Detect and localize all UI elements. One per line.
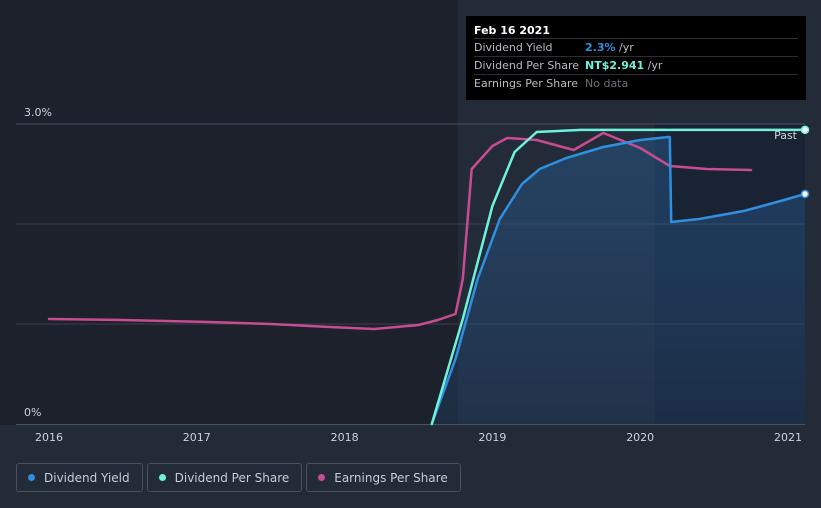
tooltip-value-number: NT$2.941 xyxy=(585,59,645,72)
x-tick-label: 2019 xyxy=(478,431,506,444)
tooltip-value: NT$2.941 /yr xyxy=(585,57,662,74)
tooltip-value-number: 2.3% xyxy=(585,41,616,54)
tooltip-value-text: No data xyxy=(585,77,629,90)
end-marker-dividend-yield xyxy=(800,189,810,199)
x-tick-label: 2016 xyxy=(35,431,63,444)
series-line-dividend-yield xyxy=(430,135,807,426)
series-line-dividend-per-share xyxy=(430,128,807,426)
tooltip-value: No data xyxy=(585,75,628,92)
y-axis-labels: 3.0% 0% xyxy=(24,106,52,419)
tooltip-row-dividend-per-share: Dividend Per Share NT$2.941 /yr xyxy=(474,56,798,74)
legend-item-dividend-per-share[interactable]: Dividend Per Share xyxy=(146,463,303,492)
tooltip: Feb 16 2021 Dividend Yield 2.3% /yr Divi… xyxy=(466,16,806,100)
dividend-yield-area-fill xyxy=(431,137,805,424)
legend-item-dividend-yield[interactable]: Dividend Yield xyxy=(16,463,143,492)
legend-label: Dividend Per Share xyxy=(174,470,290,485)
x-axis-labels: 2016 2017 2018 2019 2020 2021 xyxy=(35,431,802,444)
y-tick-label: 3.0% xyxy=(24,106,52,119)
x-tick-label: 2021 xyxy=(774,431,802,444)
tooltip-unit: /yr xyxy=(615,41,634,54)
series-line-earnings-per-share xyxy=(47,131,753,331)
legend-dot-icon xyxy=(158,474,166,481)
past-label: Past xyxy=(774,129,798,142)
dividend-yield-area xyxy=(431,137,805,424)
end-markers xyxy=(800,125,810,199)
x-tick-label: 2018 xyxy=(331,431,359,444)
tooltip-row-earnings-per-share: Earnings Per Share No data xyxy=(474,74,798,92)
legend-label: Dividend Yield xyxy=(44,470,130,485)
tooltip-date: Feb 16 2021 xyxy=(474,24,550,37)
tooltip-label: Dividend Yield xyxy=(474,41,553,54)
series-lines xyxy=(47,128,807,426)
past-shade-left xyxy=(0,0,458,425)
tooltip-label: Dividend Per Share xyxy=(474,59,580,72)
legend-dot-icon xyxy=(28,474,35,481)
legend-label: Earnings Per Share xyxy=(334,470,448,485)
legend-item-earnings-per-share[interactable]: Earnings Per Share xyxy=(306,463,461,492)
x-tick-label: 2017 xyxy=(183,431,211,444)
legend: Dividend Yield Dividend Per Share Earnin… xyxy=(16,463,465,492)
y-tick-label: 0% xyxy=(24,406,41,419)
x-tick-label: 2020 xyxy=(626,431,654,444)
tooltip-unit: /yr xyxy=(644,59,663,72)
end-marker-dividend-per-share xyxy=(800,125,810,135)
tooltip-row-dividend-yield: Dividend Yield 2.3% /yr xyxy=(474,38,798,56)
legend-dot-icon xyxy=(318,474,326,481)
tooltip-label: Earnings Per Share xyxy=(474,77,579,90)
tooltip-value: 2.3% /yr xyxy=(585,39,634,56)
